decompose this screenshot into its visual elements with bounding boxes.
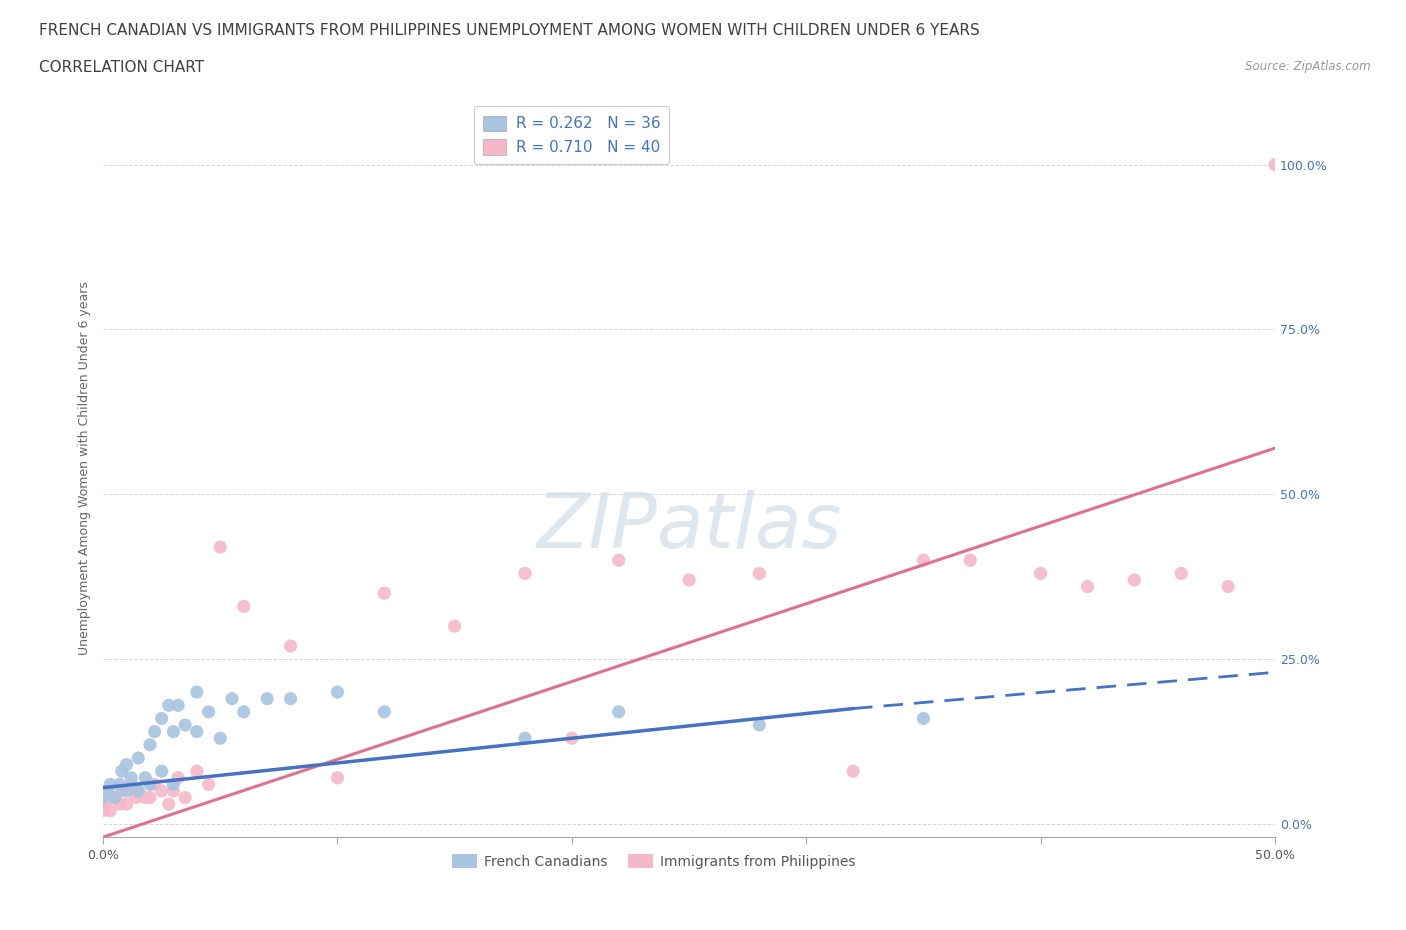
Point <box>139 790 162 805</box>
Point <box>125 790 148 805</box>
Point <box>209 731 232 746</box>
Point <box>97 784 120 799</box>
Point <box>134 790 156 805</box>
Point <box>111 784 134 799</box>
Point <box>513 731 536 746</box>
Point <box>280 691 302 706</box>
Text: CORRELATION CHART: CORRELATION CHART <box>39 60 204 75</box>
Point <box>607 552 630 567</box>
Point <box>842 764 865 778</box>
Point <box>232 704 254 719</box>
Point <box>162 777 184 791</box>
Point <box>912 711 935 726</box>
Point <box>1216 579 1239 594</box>
Point <box>443 618 465 633</box>
Point <box>108 797 131 812</box>
Point <box>143 777 166 791</box>
Point <box>209 539 232 554</box>
Point <box>111 764 134 778</box>
Point <box>561 731 583 746</box>
Point <box>150 764 173 778</box>
Point <box>167 770 190 785</box>
Point <box>127 784 149 799</box>
Point <box>127 784 149 799</box>
Point <box>134 770 156 785</box>
Point <box>150 784 173 799</box>
Point <box>108 777 131 791</box>
Point <box>186 684 208 699</box>
Point <box>104 790 127 805</box>
Point <box>139 777 162 791</box>
Point <box>157 797 180 812</box>
Point <box>174 718 197 733</box>
Point <box>748 718 770 733</box>
Point <box>139 737 162 752</box>
Point <box>120 777 142 791</box>
Point <box>104 790 127 805</box>
Point <box>98 777 121 791</box>
Point <box>326 770 349 785</box>
Point <box>280 639 302 654</box>
Point <box>157 698 180 712</box>
Point <box>1264 157 1286 172</box>
Text: Source: ZipAtlas.com: Source: ZipAtlas.com <box>1246 60 1371 73</box>
Point <box>162 784 184 799</box>
Point <box>91 804 114 818</box>
Point <box>120 770 142 785</box>
Point <box>143 724 166 739</box>
Point <box>174 790 197 805</box>
Point <box>115 757 138 772</box>
Point <box>326 684 349 699</box>
Point <box>256 691 278 706</box>
Point <box>197 704 219 719</box>
Point <box>678 573 700 588</box>
Point <box>373 586 395 601</box>
Point <box>186 724 208 739</box>
Text: ZIPatlas: ZIPatlas <box>536 490 842 564</box>
Point <box>167 698 190 712</box>
Point <box>115 784 138 799</box>
Point <box>959 552 981 567</box>
Point <box>912 552 935 567</box>
Point <box>150 711 173 726</box>
Text: FRENCH CANADIAN VS IMMIGRANTS FROM PHILIPPINES UNEMPLOYMENT AMONG WOMEN WITH CHI: FRENCH CANADIAN VS IMMIGRANTS FROM PHILI… <box>39 23 980 38</box>
Point <box>607 704 630 719</box>
Point <box>98 804 121 818</box>
Point <box>1029 566 1052 581</box>
Point <box>127 751 149 765</box>
Point <box>1076 579 1098 594</box>
Point <box>197 777 219 791</box>
Point <box>115 797 138 812</box>
Point <box>1123 573 1146 588</box>
Point <box>513 566 536 581</box>
Point <box>94 797 117 812</box>
Point <box>91 790 114 805</box>
Point <box>221 691 243 706</box>
Point <box>162 724 184 739</box>
Legend: French Canadians, Immigrants from Philippines: French Canadians, Immigrants from Philip… <box>447 848 862 874</box>
Point <box>373 704 395 719</box>
Point <box>186 764 208 778</box>
Point <box>1170 566 1192 581</box>
Point <box>232 599 254 614</box>
Y-axis label: Unemployment Among Women with Children Under 6 years: Unemployment Among Women with Children U… <box>79 281 91 655</box>
Point <box>748 566 770 581</box>
